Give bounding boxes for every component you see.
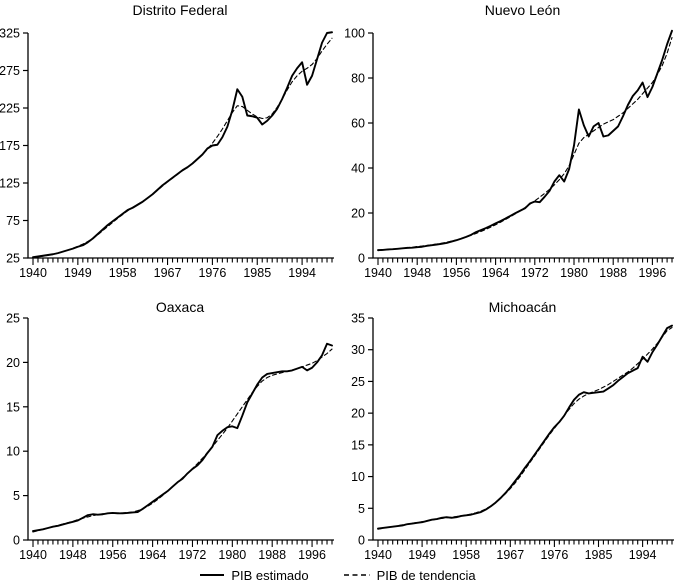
svg-text:20: 20 [351,407,365,421]
legend-label-tendencia: PIB de tendencia [376,567,476,583]
plot-oaxaca: 0 5 10 15 20 25 1940 1948 1956 1964 1972 1980 1988 19… [6,312,334,562]
svg-text:25: 25 [6,252,20,266]
svg-text:1985: 1985 [243,266,271,280]
svg-text:1980: 1980 [218,548,246,562]
svg-text:20: 20 [351,207,365,221]
svg-text:5: 5 [13,489,20,503]
legend-item-estimado: PIB estimado [199,567,309,583]
svg-text:1988: 1988 [599,266,627,280]
svg-text:1994: 1994 [288,266,316,280]
svg-text:100: 100 [344,27,365,41]
chart-title-oaxaca: Oaxaca [155,299,205,315]
svg-text:1967: 1967 [496,548,524,562]
svg-text:175: 175 [0,139,20,153]
svg-text:25: 25 [351,375,365,389]
svg-text:1994: 1994 [629,548,657,562]
legend: PIB estimado PIB de tendencia [0,562,675,588]
chart-distrito-federal: Distrito Federal 25 75 125 175 225 275 325 1940… [0,0,337,294]
svg-text:20: 20 [6,356,20,370]
svg-text:1948: 1948 [59,548,87,562]
svg-text:125: 125 [0,177,20,191]
chart-michoacan: Michoacán 0 5 10 15 20 25 30 35 1940 1949 1958 1967… [338,294,675,564]
svg-text:1958: 1958 [452,548,480,562]
svg-text:1976: 1976 [198,266,226,280]
chart-oaxaca: Oaxaca 0 5 10 15 20 25 1940 1948 1956 1964 1972 198… [0,294,337,564]
svg-text:75: 75 [6,214,20,228]
svg-text:30: 30 [351,343,365,357]
svg-text:10: 10 [351,470,365,484]
svg-text:15: 15 [351,438,365,452]
svg-text:1949: 1949 [408,548,436,562]
svg-text:325: 325 [0,27,20,41]
svg-text:1967: 1967 [154,266,182,280]
dashed-line-icon [343,574,370,576]
solid-line-icon [200,574,225,576]
chart-title-michoacan: Michoacán [488,299,557,315]
plot-michoacan: 0 5 10 15 20 25 30 35 1940 1949 1958 1967 1976 1985 19… [351,312,674,562]
svg-text:1976: 1976 [540,548,568,562]
svg-text:1940: 1940 [19,266,47,280]
svg-text:1964: 1964 [482,266,510,280]
svg-text:1996: 1996 [298,548,326,562]
svg-text:1988: 1988 [258,548,286,562]
svg-text:1985: 1985 [585,548,613,562]
svg-text:1940: 1940 [19,548,47,562]
chart-title-distrito-federal: Distrito Federal [132,2,228,18]
svg-text:275: 275 [0,64,20,78]
svg-text:15: 15 [6,400,20,414]
legend-label-estimado: PIB estimado [231,567,309,583]
svg-text:1940: 1940 [364,266,392,280]
svg-text:60: 60 [351,117,365,131]
svg-text:1956: 1956 [442,266,470,280]
svg-text:1949: 1949 [64,266,92,280]
svg-text:1958: 1958 [109,266,137,280]
legend-item-tendencia: PIB de tendencia [343,568,476,583]
svg-text:225: 225 [0,102,20,116]
svg-text:1972: 1972 [179,548,207,562]
svg-text:1996: 1996 [638,266,666,280]
svg-text:1956: 1956 [99,548,127,562]
svg-text:0: 0 [358,534,365,548]
plot-distrito-federal: 25 75 125 175 225 275 325 1940 1949 1958 1967 1976 1… [0,27,334,280]
chart-nuevo-leon: Nuevo León 0 20 40 60 80 100 1940 1948 1956 1964 1… [338,0,675,294]
svg-text:1940: 1940 [364,548,392,562]
svg-text:0: 0 [358,252,365,266]
svg-text:10: 10 [6,445,20,459]
svg-text:35: 35 [351,312,365,326]
svg-text:1964: 1964 [139,548,167,562]
svg-text:25: 25 [6,312,20,326]
svg-text:1972: 1972 [521,266,549,280]
svg-text:80: 80 [351,72,365,86]
svg-text:1980: 1980 [560,266,588,280]
plot-nuevo-leon: 0 20 40 60 80 100 1940 1948 1956 1964 1972 1980 1988… [344,27,674,280]
chart-title-nuevo-leon: Nuevo León [484,2,561,18]
svg-text:1948: 1948 [403,266,431,280]
svg-text:0: 0 [13,534,20,548]
svg-text:5: 5 [358,502,365,516]
svg-text:40: 40 [351,162,365,176]
